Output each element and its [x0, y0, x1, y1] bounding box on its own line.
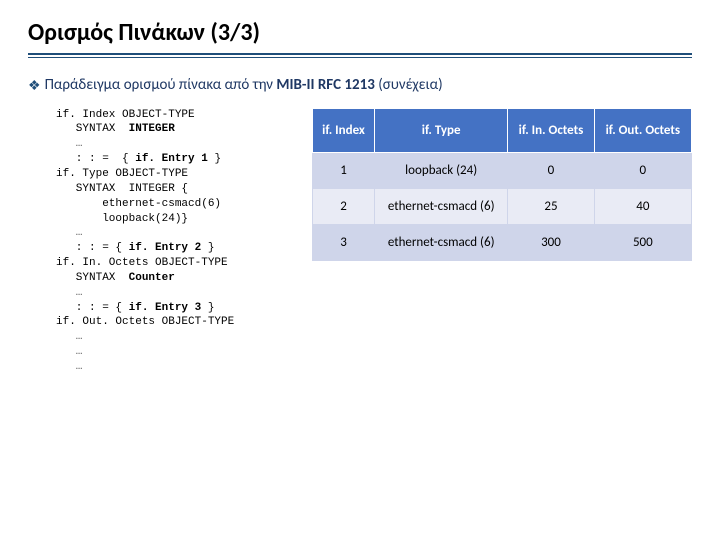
table-cell: 0: [508, 152, 594, 188]
slide: Ορισμός Πινάκων (3/3) ❖ Παράδειγμα ορισμ…: [0, 0, 720, 540]
subtitle-row: ❖ Παράδειγμα ορισμού πίνακα από την MIB-…: [28, 76, 692, 96]
code-line: : : = {: [56, 302, 129, 314]
diamond-bullet-icon: ❖: [28, 76, 41, 96]
title-underline: [28, 53, 692, 58]
table-cell: loopback (24): [375, 152, 508, 188]
code-line: }: [201, 302, 214, 314]
code-line: SYNTAX: [56, 123, 129, 135]
code-line: if. Type OBJECT-TYPE: [56, 168, 188, 180]
table-cell: ethernet-csmacd (6): [375, 188, 508, 224]
table-cell: 1: [313, 152, 375, 188]
code-line: …: [56, 138, 82, 150]
subtitle-suffix: (συνέχεια): [375, 76, 443, 94]
code-line: if. Index OBJECT-TYPE: [56, 109, 195, 121]
code-line: …: [56, 287, 82, 299]
code-line: : : = {: [56, 153, 135, 165]
table-cell: 25: [508, 188, 594, 224]
table-head: if. Index if. Type if. In. Octets if. Ou…: [313, 108, 692, 152]
subtitle-bold: MIB-II RFC 1213: [276, 76, 374, 94]
table-header-cell: if. Type: [375, 108, 508, 152]
table-header-row: if. Index if. Type if. In. Octets if. Ou…: [313, 108, 692, 152]
code-line: if. In. Octets OBJECT-TYPE: [56, 257, 228, 269]
table-header-cell: if. Out. Octets: [594, 108, 691, 152]
code-line: SYNTAX INTEGER {: [56, 183, 188, 195]
table-cell: 40: [594, 188, 691, 224]
code-bold: if. Entry 2: [129, 242, 202, 254]
subtitle-prefix: Παράδειγμα ορισμού πίνακα από την: [45, 76, 277, 94]
table-cell: ethernet-csmacd (6): [375, 224, 508, 260]
code-line: …: [56, 361, 82, 373]
table-cell: 500: [594, 224, 691, 260]
code-line: : : = {: [56, 242, 129, 254]
table-cell: 0: [594, 152, 691, 188]
code-line: }: [208, 153, 221, 165]
code-line: …: [56, 227, 82, 239]
page-title: Ορισμός Πινάκων (3/3): [28, 18, 692, 47]
code-bold: if. Entry 3: [129, 302, 202, 314]
table-row: 2 ethernet-csmacd (6) 25 40: [313, 188, 692, 224]
code-bold: if. Entry 1: [135, 153, 208, 165]
table-cell: 300: [508, 224, 594, 260]
code-line: ethernet-csmacd(6): [56, 198, 221, 210]
code-line: …: [56, 331, 82, 343]
table-cell: 2: [313, 188, 375, 224]
code-line: …: [56, 346, 82, 358]
code-pre: if. Index OBJECT-TYPE SYNTAX INTEGER … :…: [56, 108, 296, 375]
code-block: if. Index OBJECT-TYPE SYNTAX INTEGER … :…: [56, 108, 296, 375]
content-row: if. Index OBJECT-TYPE SYNTAX INTEGER … :…: [28, 108, 692, 375]
code-line: if. Out. Octets OBJECT-TYPE: [56, 316, 234, 328]
table-row: 3 ethernet-csmacd (6) 300 500: [313, 224, 692, 260]
code-bold: INTEGER: [129, 123, 175, 135]
subtitle: Παράδειγμα ορισμού πίνακα από την MIB-II…: [45, 76, 443, 94]
code-line: loopback(24)}: [56, 213, 188, 225]
table-header-cell: if. Index: [313, 108, 375, 152]
code-line: }: [201, 242, 214, 254]
table-header-cell: if. In. Octets: [508, 108, 594, 152]
table-body: 1 loopback (24) 0 0 2 ethernet-csmacd (6…: [313, 152, 692, 260]
code-line: SYNTAX: [56, 272, 129, 284]
mib-table: if. Index if. Type if. In. Octets if. Ou…: [312, 108, 692, 261]
table-wrap: if. Index if. Type if. In. Octets if. Ou…: [312, 108, 692, 375]
table-row: 1 loopback (24) 0 0: [313, 152, 692, 188]
table-cell: 3: [313, 224, 375, 260]
code-bold: Counter: [129, 272, 175, 284]
